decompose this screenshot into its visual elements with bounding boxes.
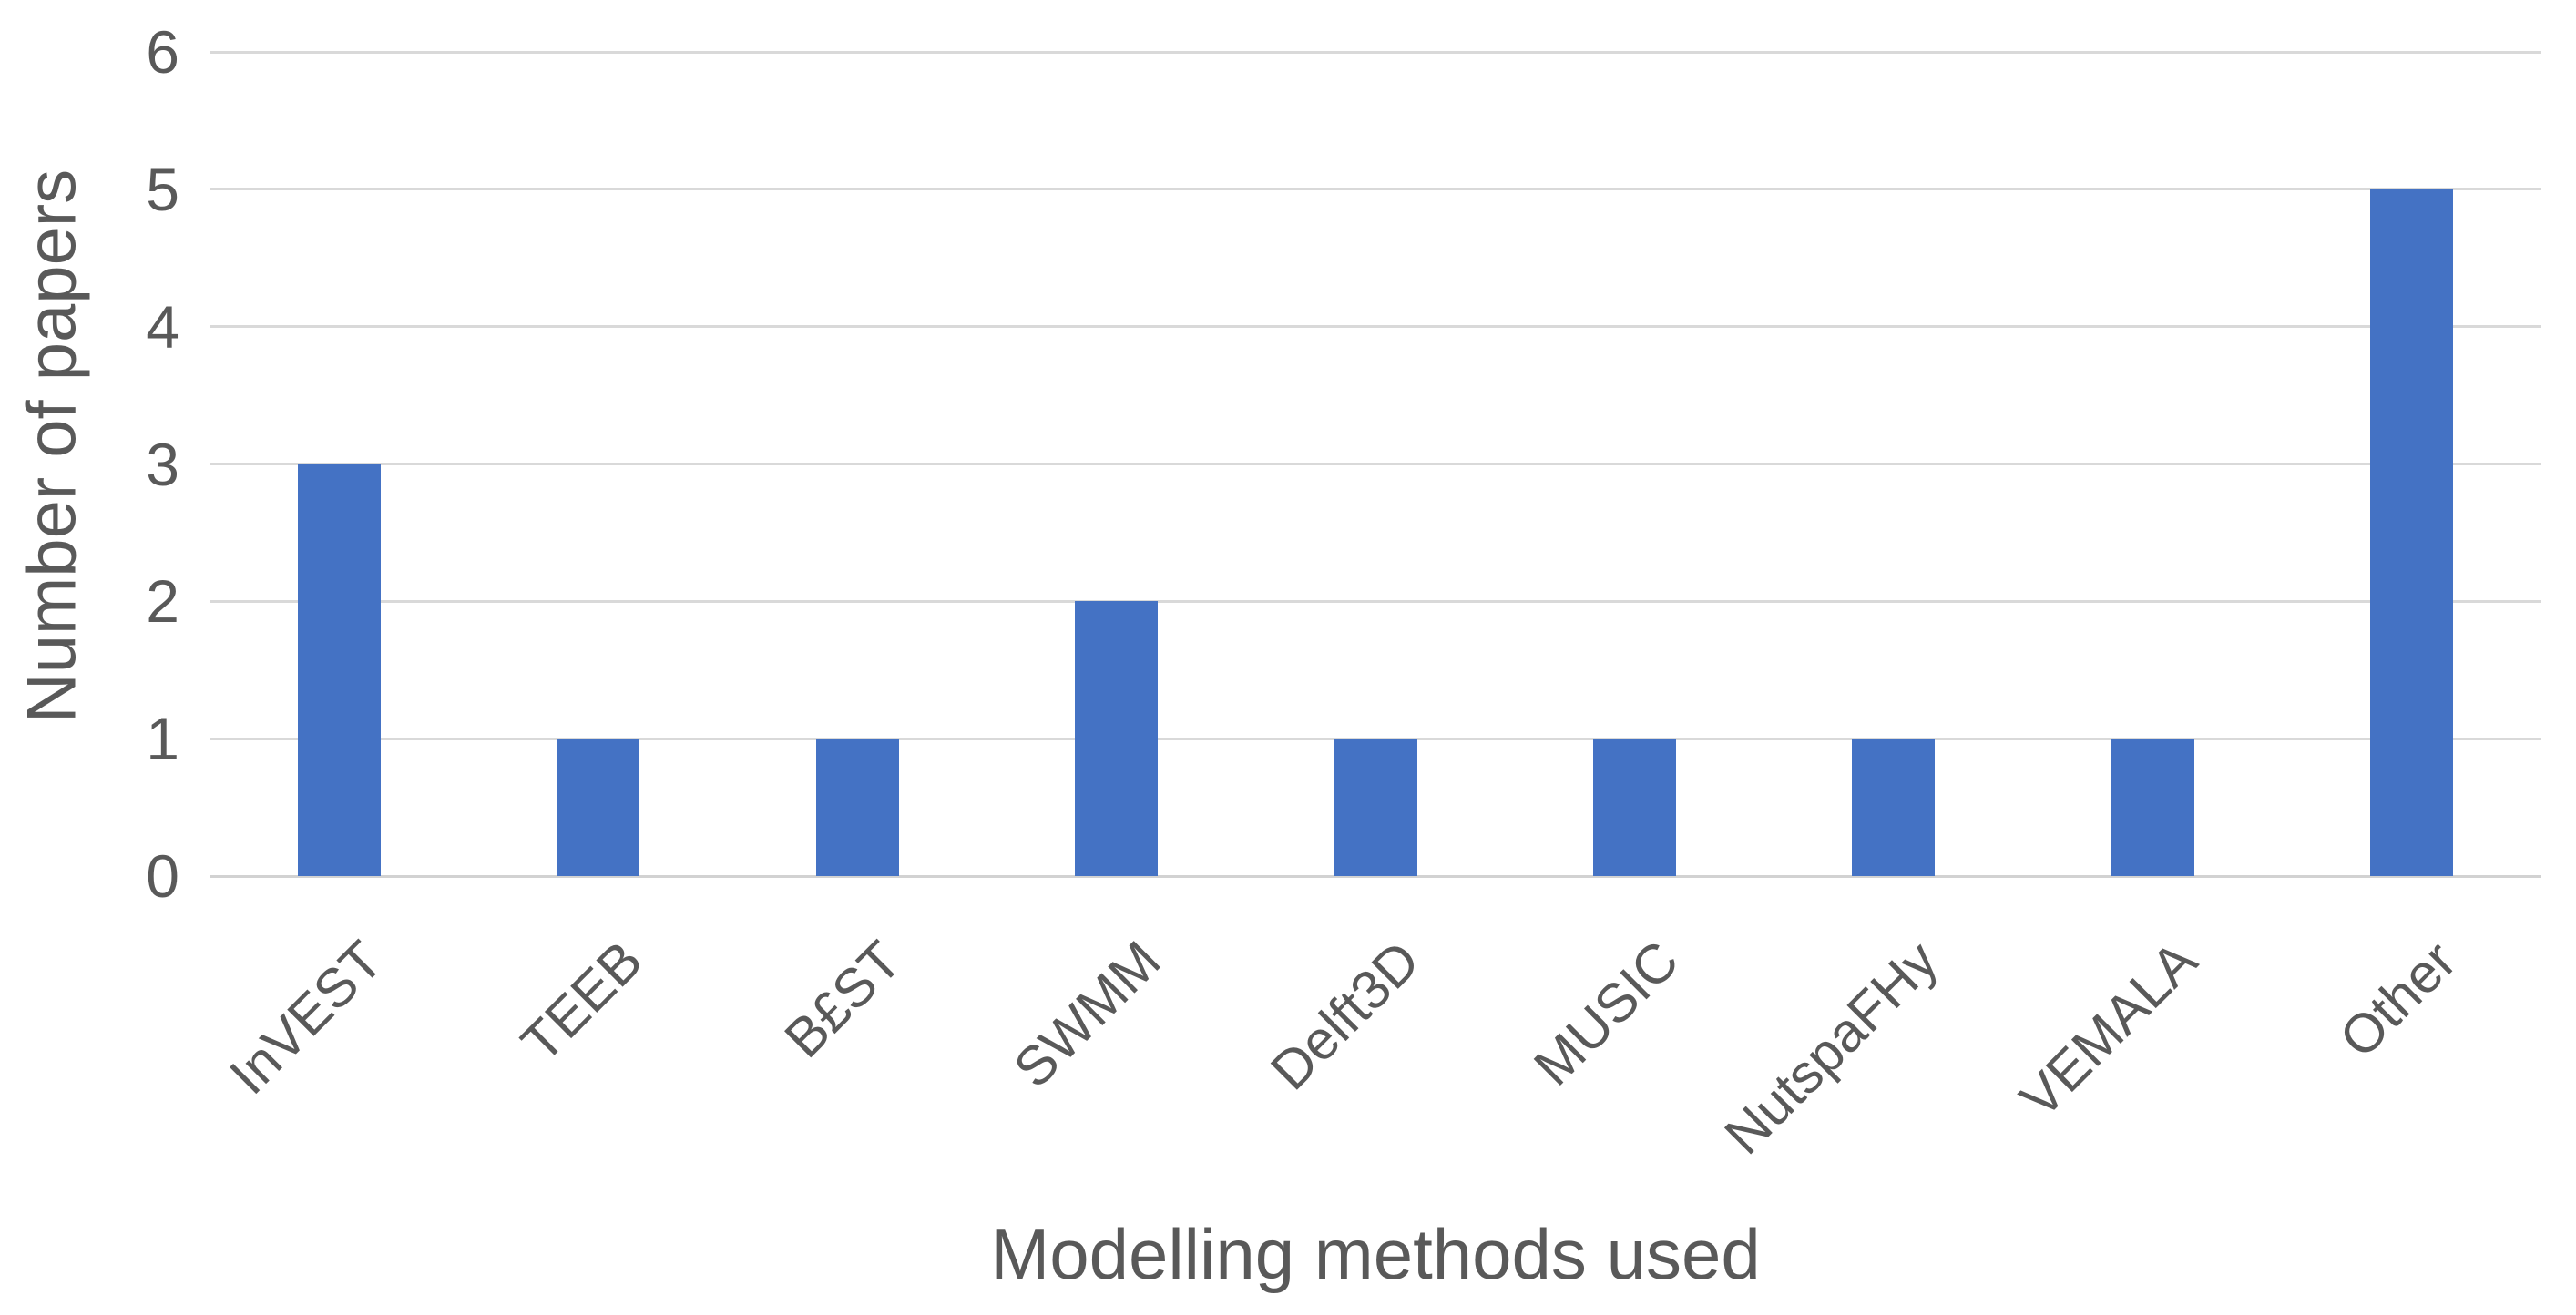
bar-invest <box>297 464 381 876</box>
y-tick-label: 1 <box>146 705 179 773</box>
x-category-label: VEMALA <box>2008 929 2209 1130</box>
x-category-label: MUSIC <box>1522 929 1691 1097</box>
x-category-label: Other <box>2327 929 2468 1070</box>
bar-teeb <box>557 739 640 876</box>
x-axis-title: Modelling methods used <box>990 1214 1761 1294</box>
y-axis-title: Number of papers <box>13 168 91 724</box>
gridline <box>210 188 2541 191</box>
bar-other <box>2370 189 2454 876</box>
gridline <box>210 50 2541 54</box>
gridline <box>210 599 2541 603</box>
x-category-label: B£ST <box>772 929 914 1070</box>
x-category-label: SWMM <box>1002 929 1172 1099</box>
y-tick-label: 2 <box>146 567 179 636</box>
bar-bst <box>815 739 899 876</box>
bar-nutspafhy <box>1852 739 1936 876</box>
y-tick-label: 3 <box>146 430 179 498</box>
x-category-label: Delft3D <box>1259 929 1431 1102</box>
y-tick-label: 4 <box>146 292 179 361</box>
bar-swmm <box>1075 601 1159 876</box>
gridline <box>210 325 2541 329</box>
x-category-label: TEEB <box>509 929 654 1074</box>
y-tick-label: 6 <box>146 18 179 86</box>
bar-delft3d <box>1334 739 1417 876</box>
bar-vemala <box>2111 739 2194 876</box>
y-tick-label: 0 <box>146 842 179 910</box>
x-axis-line <box>210 874 2541 878</box>
x-category-label: NutspaFHy <box>1712 929 1949 1167</box>
x-category-label: InVEST <box>218 929 395 1106</box>
bar-music <box>1592 739 1676 876</box>
gridline <box>210 463 2541 465</box>
y-tick-label: 5 <box>146 155 179 223</box>
